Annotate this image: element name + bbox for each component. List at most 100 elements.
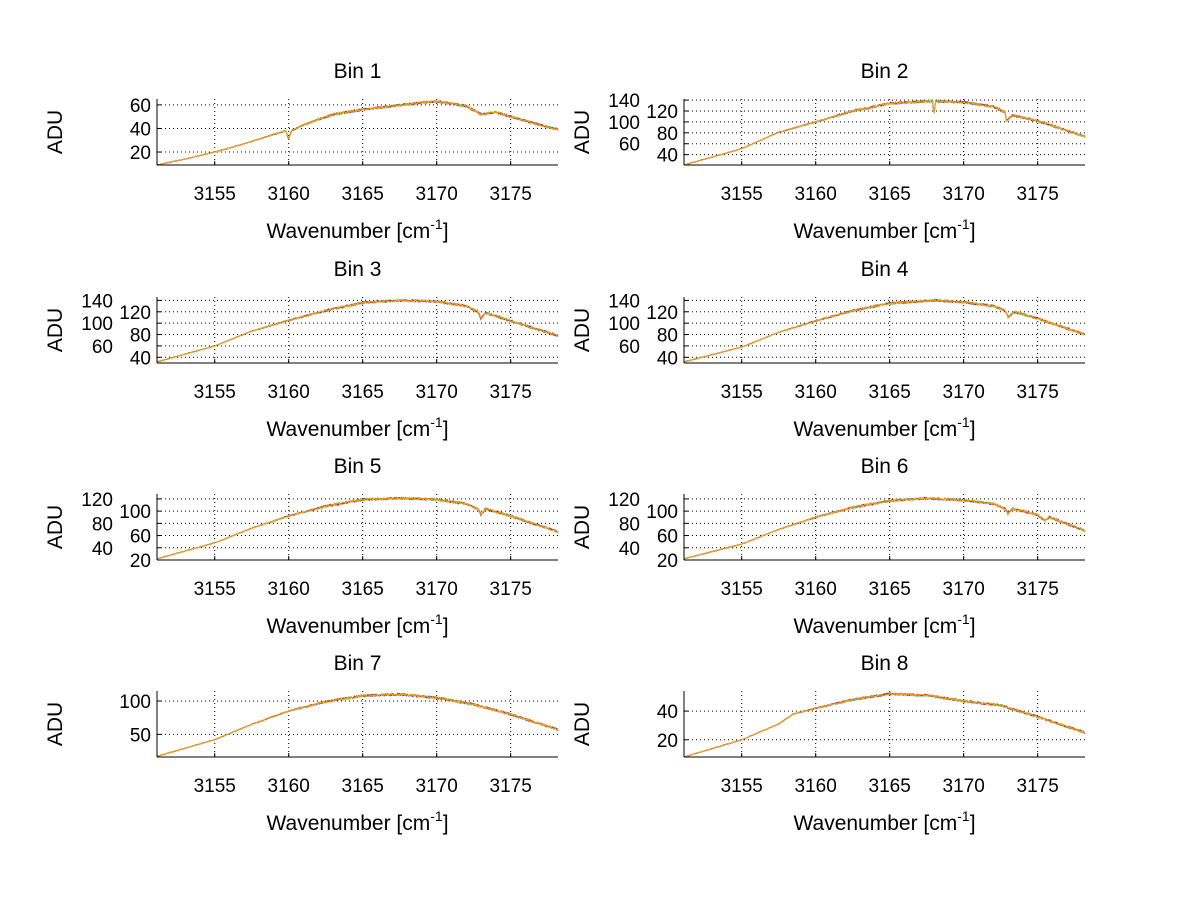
subplot-2: 3155 3160 3165 3170 3175 40 60 80 100 120 140 Bin 2… xyxy=(571,60,1086,243)
x-axis-label-suffix: ] xyxy=(443,812,449,835)
x-axis-label: Wavenumber [cm-1] xyxy=(793,808,975,835)
y-tick-label: 60 xyxy=(657,527,678,548)
y-tick-label: 80 xyxy=(130,326,151,347)
x-tick-label: 3160 xyxy=(268,382,310,403)
series-line-4 xyxy=(156,496,559,560)
x-tick-label: 3165 xyxy=(869,382,911,403)
subplot-title: Bin 6 xyxy=(861,455,909,478)
series-line-1 xyxy=(683,496,1086,560)
x-tick-label: 3165 xyxy=(869,776,911,797)
x-tick-label: 3165 xyxy=(869,184,911,205)
series-line-4 xyxy=(156,692,559,757)
y-tick-label: 40 xyxy=(657,348,678,369)
y-axis-label: ADU xyxy=(44,110,67,154)
y-tick-label: 100 xyxy=(646,502,678,523)
x-axis-label-text: Wavenumber [cm xyxy=(266,418,430,441)
x-tick-label: 3170 xyxy=(943,776,985,797)
y-tick-label: 40 xyxy=(130,348,151,369)
y-tick-label: 100 xyxy=(119,692,151,713)
y-tick-label: 20 xyxy=(130,551,151,572)
x-tick-label: 3175 xyxy=(1017,382,1059,403)
y-axis-label: ADU xyxy=(44,505,67,549)
y-axis-label: ADU xyxy=(44,702,67,746)
series-line-2 xyxy=(683,691,1086,758)
x-axis-label-suffix: ] xyxy=(970,220,976,243)
x-axis-label: Wavenumber [cm-1] xyxy=(266,216,448,243)
subplot-title: Bin 8 xyxy=(861,652,909,675)
series-line-2 xyxy=(156,496,559,559)
y-axis-label: ADU xyxy=(571,308,594,352)
x-tick-label: 3170 xyxy=(943,579,985,600)
series-line-1 xyxy=(683,692,1086,758)
series-line-4 xyxy=(157,100,559,166)
y-tick-label: 60 xyxy=(619,337,640,358)
series-line-4 xyxy=(156,298,559,363)
x-axis-label-text: Wavenumber [cm xyxy=(793,615,957,638)
x-axis-label-text: Wavenumber [cm xyxy=(266,812,430,835)
y-tick-label: 40 xyxy=(657,702,678,723)
x-tick-label: 3170 xyxy=(416,184,458,205)
series-line-1 xyxy=(156,692,559,757)
x-axis-label-suffix: ] xyxy=(443,418,449,441)
subplot-title: Bin 7 xyxy=(334,652,382,675)
series-line-2 xyxy=(156,692,559,757)
subplot-title: Bin 1 xyxy=(334,60,382,83)
x-tick-label: 3165 xyxy=(342,776,384,797)
x-axis-label-text: Wavenumber [cm xyxy=(266,220,430,243)
x-tick-label: 3155 xyxy=(721,579,763,600)
x-tick-label: 3165 xyxy=(342,579,384,600)
x-tick-label: 3170 xyxy=(416,776,458,797)
x-tick-label: 3160 xyxy=(268,184,310,205)
series-line-4 xyxy=(683,298,1086,363)
y-tick-label: 20 xyxy=(657,551,678,572)
x-axis-label-text: Wavenumber [cm xyxy=(793,220,957,243)
x-axis-label-superscript: -1 xyxy=(430,808,443,824)
series-line-3 xyxy=(683,692,1086,758)
x-tick-label: 3170 xyxy=(943,184,985,205)
x-tick-label: 3155 xyxy=(721,776,763,797)
y-tick-label: 140 xyxy=(81,291,113,312)
x-axis-label-superscript: -1 xyxy=(957,216,970,232)
y-tick-label: 140 xyxy=(608,291,640,312)
x-tick-label: 3165 xyxy=(342,184,384,205)
y-tick-label: 100 xyxy=(608,113,640,134)
x-axis-label-suffix: ] xyxy=(443,220,449,243)
x-tick-label: 3175 xyxy=(490,184,532,205)
series-line-4 xyxy=(683,692,1086,758)
x-axis-label-suffix: ] xyxy=(970,812,976,835)
series-line-3 xyxy=(683,496,1086,560)
x-tick-label: 3160 xyxy=(795,776,837,797)
x-tick-label: 3170 xyxy=(416,382,458,403)
subplot-title: Bin 2 xyxy=(861,60,909,83)
x-tick-label: 3155 xyxy=(194,382,236,403)
x-tick-label: 3175 xyxy=(490,382,532,403)
series-line-1 xyxy=(683,298,1086,363)
x-tick-label: 3155 xyxy=(194,579,236,600)
y-tick-label: 80 xyxy=(657,326,678,347)
y-tick-label: 40 xyxy=(130,119,151,140)
x-tick-label: 3175 xyxy=(490,776,532,797)
subplot-6: 3155 3160 3165 3170 3175 20 40 60 80 100 120 Bin 6 W… xyxy=(571,455,1086,638)
series-line-4 xyxy=(684,99,1086,166)
x-tick-label: 3155 xyxy=(194,184,236,205)
series-line-3 xyxy=(156,299,559,363)
x-axis-label-text: Wavenumber [cm xyxy=(793,418,957,441)
y-tick-label: 120 xyxy=(646,303,678,324)
subplot-title: Bin 3 xyxy=(334,258,382,281)
y-tick-label: 100 xyxy=(608,314,640,335)
y-axis-label: ADU xyxy=(571,505,594,549)
x-axis-label-superscript: -1 xyxy=(430,414,443,430)
x-tick-label: 3175 xyxy=(1017,579,1059,600)
x-tick-label: 3170 xyxy=(416,579,458,600)
subplot-8: 3155 3160 3165 3170 3175 20 40 Bin 8 Wavenumber … xyxy=(571,652,1086,835)
x-axis-label-text: Wavenumber [cm xyxy=(793,812,957,835)
x-tick-label: 3175 xyxy=(490,579,532,600)
x-tick-label: 3160 xyxy=(268,579,310,600)
y-tick-label: 120 xyxy=(119,303,151,324)
y-tick-label: 100 xyxy=(81,314,113,335)
y-axis-label: ADU xyxy=(571,110,594,154)
x-tick-label: 3165 xyxy=(869,579,911,600)
x-tick-label: 3155 xyxy=(721,382,763,403)
